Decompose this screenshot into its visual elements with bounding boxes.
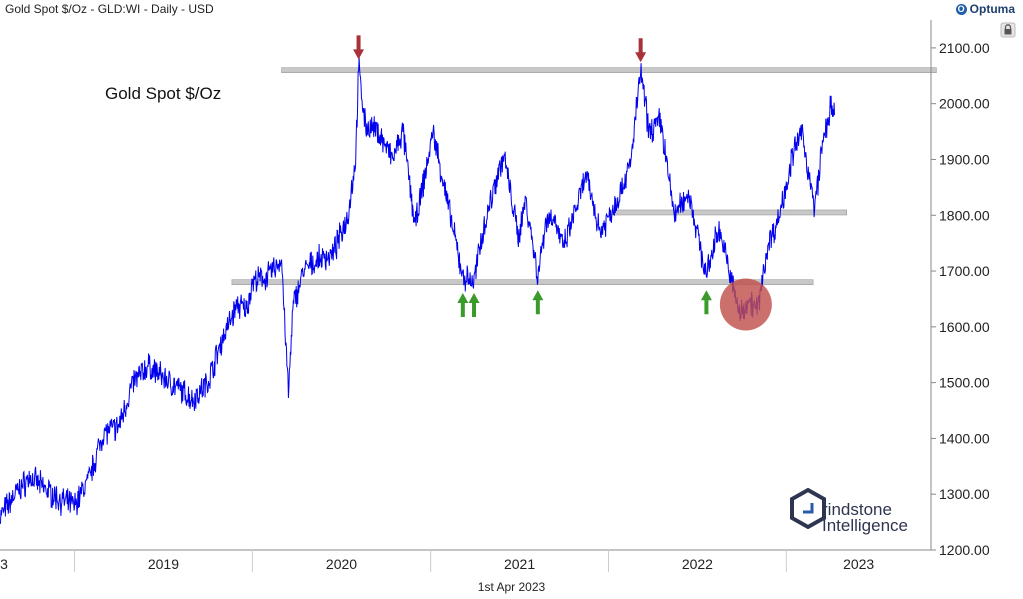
x-year-label: 3 <box>0 556 8 572</box>
x-axis-labels: 3 2019 2020 2021 2022 2023 <box>0 550 874 572</box>
buy-arrow-5 <box>700 290 712 315</box>
y-tick-label: 1700.00 <box>939 263 990 279</box>
watermark-line1: rindstone <box>822 500 892 519</box>
optuma-brand-label: Optuma <box>969 2 1015 16</box>
y-tick-label: 1500.00 <box>939 375 990 391</box>
x-year-label: 2021 <box>504 556 535 572</box>
buy-arrow-3 <box>468 293 480 317</box>
chart-header: Gold Spot $/Oz - GLD:WI - Daily - USD O … <box>0 0 1023 18</box>
signal-arrows <box>353 35 712 317</box>
y-tick-label: 1200.00 <box>939 542 990 558</box>
optuma-logo-icon: O <box>955 3 967 15</box>
y-tick-label: 1400.00 <box>939 430 990 446</box>
gold-price-line <box>0 57 835 525</box>
y-tick-label: 1900.00 <box>939 151 990 167</box>
buy-arrow-2 <box>457 293 469 317</box>
y-axis-ticks: 1200.00 1300.00 1400.00 1500.00 1600.00 1700.… <box>931 40 990 558</box>
level-band-0 <box>281 67 937 74</box>
sell-arrow-0 <box>353 35 365 60</box>
x-year-label: 2020 <box>326 556 357 572</box>
x-year-label: 2023 <box>843 556 874 572</box>
level-band-1 <box>610 209 848 216</box>
y-tick-label: 1800.00 <box>939 207 990 223</box>
level-band-2 <box>231 279 814 286</box>
lock-icon[interactable] <box>1000 22 1016 38</box>
y-tick-label: 1300.00 <box>939 486 990 502</box>
level-bands <box>231 67 937 286</box>
buy-arrow-4 <box>532 290 544 315</box>
optuma-brand: O Optuma <box>955 2 1015 16</box>
y-tick-label: 1600.00 <box>939 319 990 335</box>
grindstone-watermark: rindstone Intelligence <box>790 487 908 535</box>
y-tick-label: 2000.00 <box>939 96 990 112</box>
grindstone-logo-icon <box>790 487 826 530</box>
highlight-circle <box>719 278 772 331</box>
x-year-label: 2022 <box>682 556 713 572</box>
watermark-line2: Intelligence <box>822 516 908 535</box>
chart-header-title: Gold Spot $/Oz - GLD:WI - Daily - USD <box>5 2 214 16</box>
y-tick-label: 2100.00 <box>939 40 990 56</box>
x-year-label: 2019 <box>148 556 179 572</box>
chart-title: Gold Spot $/Oz <box>105 84 221 103</box>
sell-arrow-1 <box>635 38 647 63</box>
date-label: 1st Apr 2023 <box>477 580 546 594</box>
